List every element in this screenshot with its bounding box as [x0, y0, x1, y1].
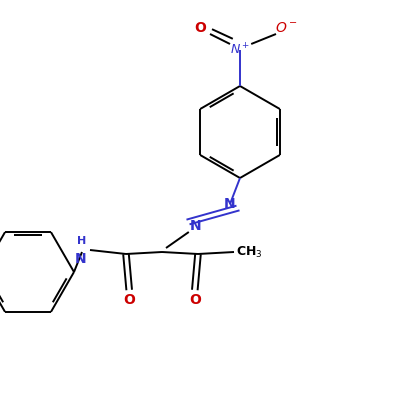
Text: H: H: [77, 236, 86, 246]
Text: N: N: [224, 197, 236, 211]
Text: O: O: [189, 293, 201, 307]
Text: CH$_3$: CH$_3$: [236, 244, 263, 260]
Text: $O^-$: $O^-$: [274, 21, 298, 35]
Text: O: O: [123, 293, 135, 307]
Text: $N^+$: $N^+$: [230, 42, 250, 58]
Text: O: O: [194, 21, 206, 35]
Text: N: N: [74, 252, 86, 266]
Text: N: N: [190, 219, 202, 233]
